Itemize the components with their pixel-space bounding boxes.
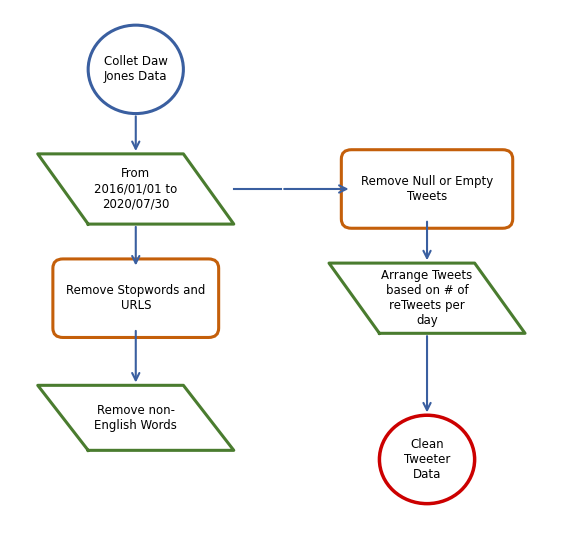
FancyBboxPatch shape	[53, 259, 219, 337]
Polygon shape	[38, 386, 234, 450]
Circle shape	[379, 415, 475, 504]
Text: Remove Stopwords and
URLS: Remove Stopwords and URLS	[66, 284, 205, 312]
Polygon shape	[38, 154, 234, 224]
Text: Arrange Tweets
based on # of
reTweets per
day: Arrange Tweets based on # of reTweets pe…	[381, 269, 472, 327]
Text: Clean
Tweeter
Data: Clean Tweeter Data	[404, 438, 450, 481]
Text: Remove non-
English Words: Remove non- English Words	[94, 404, 177, 432]
Circle shape	[88, 25, 183, 114]
FancyBboxPatch shape	[342, 150, 513, 228]
Text: Collet Daw
Jones Data: Collet Daw Jones Data	[104, 56, 168, 83]
Text: From
2016/01/01 to
2020/07/30: From 2016/01/01 to 2020/07/30	[94, 168, 177, 210]
Text: Remove Null or Empty
Tweets: Remove Null or Empty Tweets	[361, 175, 493, 203]
Polygon shape	[329, 263, 525, 333]
